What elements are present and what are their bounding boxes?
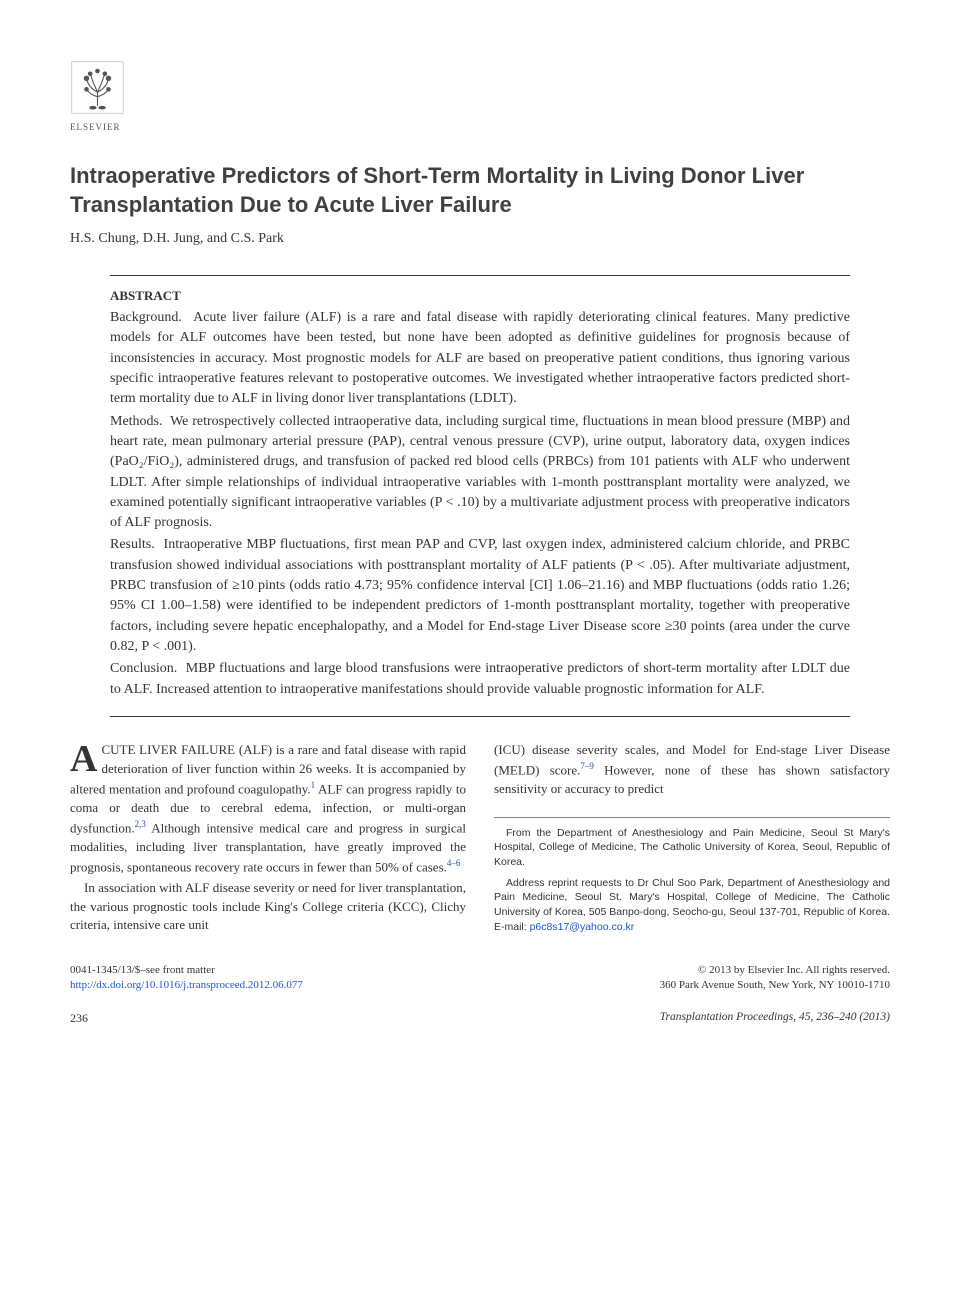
article-authors: H.S. Chung, D.H. Jung, and C.S. Park	[70, 231, 890, 247]
affiliation-box: From the Department of Anesthesiology an…	[494, 817, 890, 935]
body-two-column: ACUTE LIVER FAILURE (ALF) is a rare and …	[70, 741, 890, 941]
column-left: ACUTE LIVER FAILURE (ALF) is a rare and …	[70, 741, 466, 941]
publisher-logo-block: ELSEVIER	[70, 60, 890, 132]
article-footer: 0041-1345/13/$–see front matter http://d…	[70, 963, 890, 994]
abstract-text-methods: We retrospectively collected intraoperat…	[110, 414, 850, 530]
copyright-text: © 2013 by Elsevier Inc. All rights reser…	[496, 963, 890, 978]
article-title: Intraoperative Predictors of Short-Term …	[70, 162, 890, 219]
abstract-results: Results. Intraoperative MBP fluctuations…	[110, 535, 850, 657]
abstract-methods: Methods. We retrospectively collected in…	[110, 412, 850, 534]
body-paragraph-1: ACUTE LIVER FAILURE (ALF) is a rare and …	[70, 741, 466, 877]
footer-right: © 2013 by Elsevier Inc. All rights reser…	[496, 963, 890, 994]
front-matter-code: 0041-1345/13/$–see front matter	[70, 963, 464, 978]
abstract-text-conclusion: MBP fluctuations and large blood transfu…	[110, 661, 850, 696]
body-paragraph-3: (ICU) disease severity scales, and Model…	[494, 741, 890, 799]
citation-ref-2-3[interactable]: 2,3	[135, 819, 146, 829]
reprint-address: Address reprint requests to Dr Chul Soo …	[494, 876, 890, 935]
abstract-background: Background. Acute liver failure (ALF) is…	[110, 308, 850, 409]
page-number: 236	[70, 1011, 88, 1026]
dropcap: A	[70, 741, 101, 775]
abstract-container: ABSTRACT Background. Acute liver failure…	[110, 275, 850, 717]
publisher-name: ELSEVIER	[70, 122, 890, 132]
abstract-text-results: Intraoperative MBP fluctuations, first m…	[110, 537, 850, 653]
publisher-address: 360 Park Avenue South, New York, NY 1001…	[496, 978, 890, 993]
doi-link[interactable]: http://dx.doi.org/10.1016/j.transproceed…	[70, 978, 464, 993]
abstract-label-results: Results.	[110, 537, 155, 552]
column-right: (ICU) disease severity scales, and Model…	[494, 741, 890, 941]
abstract-label-conclusion: Conclusion.	[110, 661, 177, 676]
abstract-label-background: Background.	[110, 310, 182, 325]
abstract-label-methods: Methods.	[110, 414, 163, 429]
citation-ref-4-6[interactable]: 4–6	[447, 858, 461, 868]
footer-left: 0041-1345/13/$–see front matter http://d…	[70, 963, 464, 994]
affiliation-text: From the Department of Anesthesiology an…	[494, 826, 890, 870]
page-footer: 236 Transplantation Proceedings, 45, 236…	[70, 1011, 890, 1026]
body-paragraph-2: In association with ALF disease severity…	[70, 879, 466, 936]
abstract-text-background: Acute liver failure (ALF) is a rare and …	[110, 310, 850, 406]
journal-citation: Transplantation Proceedings, 45, 236–240…	[660, 1011, 890, 1026]
citation-ref-7-9[interactable]: 7–9	[580, 761, 594, 771]
elsevier-tree-icon	[70, 60, 125, 115]
abstract-conclusion: Conclusion. MBP fluctuations and large b…	[110, 659, 850, 700]
corresponding-email[interactable]: p6c8s17@yahoo.co.kr	[530, 921, 635, 933]
abstract-heading: ABSTRACT	[110, 288, 850, 304]
